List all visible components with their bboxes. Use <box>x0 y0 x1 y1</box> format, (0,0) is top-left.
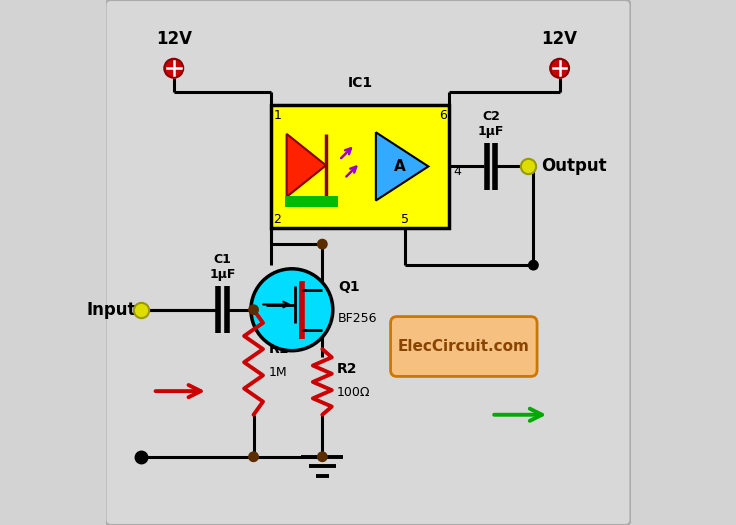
FancyBboxPatch shape <box>105 0 631 525</box>
Circle shape <box>551 59 569 78</box>
Text: Output: Output <box>541 158 607 175</box>
Text: BF256: BF256 <box>338 312 378 326</box>
Text: 100Ω: 100Ω <box>337 386 370 399</box>
Text: A: A <box>394 159 406 174</box>
Circle shape <box>249 452 258 461</box>
Text: 5: 5 <box>400 213 408 226</box>
Text: 2: 2 <box>274 213 281 226</box>
Text: C2
1μF: C2 1μF <box>478 110 504 138</box>
FancyBboxPatch shape <box>391 317 537 376</box>
Text: Input: Input <box>86 301 136 319</box>
Text: 6: 6 <box>439 109 447 122</box>
Circle shape <box>318 239 327 249</box>
Text: 12V: 12V <box>156 30 192 48</box>
Bar <box>271 105 450 228</box>
Text: 1: 1 <box>274 109 281 122</box>
Text: IC1: IC1 <box>347 76 372 90</box>
Text: ElecCircuit.com: ElecCircuit.com <box>398 339 530 354</box>
Polygon shape <box>286 134 326 197</box>
Circle shape <box>251 269 333 351</box>
Polygon shape <box>376 132 428 201</box>
Text: Q1: Q1 <box>338 280 360 294</box>
Circle shape <box>164 59 183 78</box>
Text: R1: R1 <box>268 342 289 356</box>
Circle shape <box>249 305 258 314</box>
Circle shape <box>318 452 327 461</box>
Text: 1M: 1M <box>268 366 287 379</box>
Bar <box>285 196 338 207</box>
Text: R2: R2 <box>337 362 358 376</box>
Text: C1
1μF: C1 1μF <box>209 253 236 281</box>
Text: 12V: 12V <box>542 30 578 48</box>
Text: 4: 4 <box>453 165 461 178</box>
Circle shape <box>528 260 538 270</box>
